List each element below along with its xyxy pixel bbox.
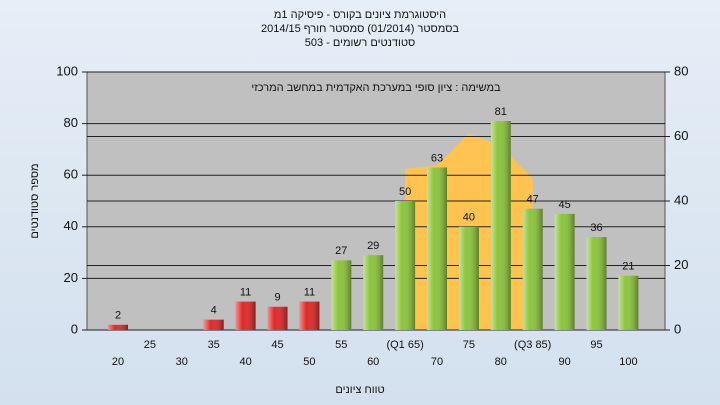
y2-tick-label: 60 xyxy=(674,128,688,143)
data-label: 45 xyxy=(558,199,570,211)
bar-shade xyxy=(618,275,639,330)
annotation: במשימה : ציון סופי במערכת האקדמית במחשב … xyxy=(251,82,501,94)
x-tick-label: 35 xyxy=(208,339,220,351)
x-tick-label: (Q1 65) xyxy=(386,339,423,351)
bar-shade xyxy=(267,306,288,330)
x-tick-label: (Q3 85) xyxy=(514,339,551,351)
x-tick-label: 95 xyxy=(590,339,602,351)
bar-shade xyxy=(108,324,128,330)
x-axis-label: טווח ציונים xyxy=(335,384,384,396)
y-axis-label: מספר סטודנטים xyxy=(29,163,41,238)
data-label: 47 xyxy=(527,194,539,206)
data-label: 11 xyxy=(240,287,251,299)
data-label: 21 xyxy=(622,261,634,273)
y2-tick-label: 0 xyxy=(674,321,681,336)
x-tick-label: 40 xyxy=(239,356,251,368)
bar-shade xyxy=(235,301,256,330)
data-label: 50 xyxy=(399,186,411,198)
x-tick-label: 80 xyxy=(495,356,507,368)
x-tick-label: 75 xyxy=(463,339,475,351)
bar-shade xyxy=(331,260,352,330)
title-line: בסמסטר (01/2014) סמסטר חורף 2014/15 xyxy=(261,23,459,35)
y2-tick-label: 80 xyxy=(674,63,688,78)
x-tick-label: 90 xyxy=(558,356,570,368)
bar-shade xyxy=(299,301,320,330)
y-tick-label: 40 xyxy=(64,218,78,233)
y-tick-label: 0 xyxy=(71,321,78,336)
bar-shade xyxy=(203,319,224,330)
data-label: 2 xyxy=(115,310,121,322)
data-label: 27 xyxy=(335,245,347,257)
y-tick-label: 20 xyxy=(64,270,78,285)
data-label: 4 xyxy=(211,305,217,317)
title-line: 503 - סטודנטים רשומים xyxy=(305,37,416,49)
y-tick-label: 100 xyxy=(56,63,78,78)
title-line: היסטוגרמת ציונים בקורס - פיסיקה 1מ xyxy=(274,9,446,21)
data-label: 9 xyxy=(274,292,280,304)
bar-shade xyxy=(395,201,416,330)
data-label: 36 xyxy=(590,222,602,234)
data-label: 11 xyxy=(304,287,315,299)
x-tick-label: 30 xyxy=(176,356,188,368)
bar-shade xyxy=(586,237,607,330)
x-tick-label: 60 xyxy=(367,356,379,368)
bar-shade xyxy=(490,121,511,331)
bar-shade xyxy=(554,213,575,330)
y-tick-label: 80 xyxy=(64,115,78,130)
x-tick-label: 55 xyxy=(335,339,347,351)
x-tick-label: 100 xyxy=(619,356,637,368)
y-tick-label: 60 xyxy=(64,167,78,182)
bar-shade xyxy=(363,255,384,330)
bar-shade xyxy=(458,226,479,330)
x-tick-label: 50 xyxy=(303,356,315,368)
data-label: 29 xyxy=(367,240,379,252)
data-label: 63 xyxy=(431,152,443,164)
data-label: 40 xyxy=(463,212,475,224)
data-label: 81 xyxy=(495,106,507,118)
x-tick-label: 45 xyxy=(271,339,283,351)
x-tick-label: 70 xyxy=(431,356,443,368)
y2-tick-label: 40 xyxy=(674,192,688,207)
bar-shade xyxy=(427,167,447,330)
x-tick-label: 25 xyxy=(144,339,156,351)
bar-shade xyxy=(522,208,543,330)
x-tick-label: 20 xyxy=(112,356,124,368)
y2-tick-label: 20 xyxy=(674,257,688,272)
